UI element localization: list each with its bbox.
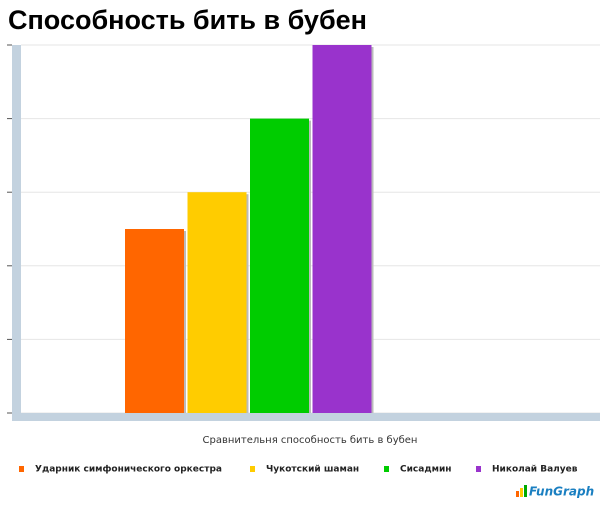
bar	[187, 192, 247, 413]
legend-swatch	[476, 466, 481, 472]
x-axis	[12, 413, 600, 421]
y-axis	[12, 45, 21, 420]
legend-swatch	[384, 466, 389, 472]
logo-icon	[520, 488, 523, 497]
legend-swatch	[19, 466, 24, 472]
bar	[250, 118, 309, 413]
logo-icon	[516, 491, 519, 497]
legend-label: Ударник симфонического оркестра	[35, 465, 222, 475]
legend-label: Чукотский шаман	[266, 465, 359, 475]
bar	[125, 229, 184, 413]
bar	[312, 45, 372, 413]
legend-label: Сисадмин	[400, 465, 451, 475]
x-axis-label: Сравнительня способность бить в бубен	[203, 435, 418, 446]
logo-icon	[524, 485, 527, 497]
legend-label: Николай Валуев	[492, 465, 578, 475]
chart-title: Способность бить в бубен	[8, 5, 367, 35]
logo: FunGraph	[516, 485, 594, 499]
legend-swatch	[250, 466, 255, 472]
logo-text: FunGraph	[529, 485, 594, 499]
